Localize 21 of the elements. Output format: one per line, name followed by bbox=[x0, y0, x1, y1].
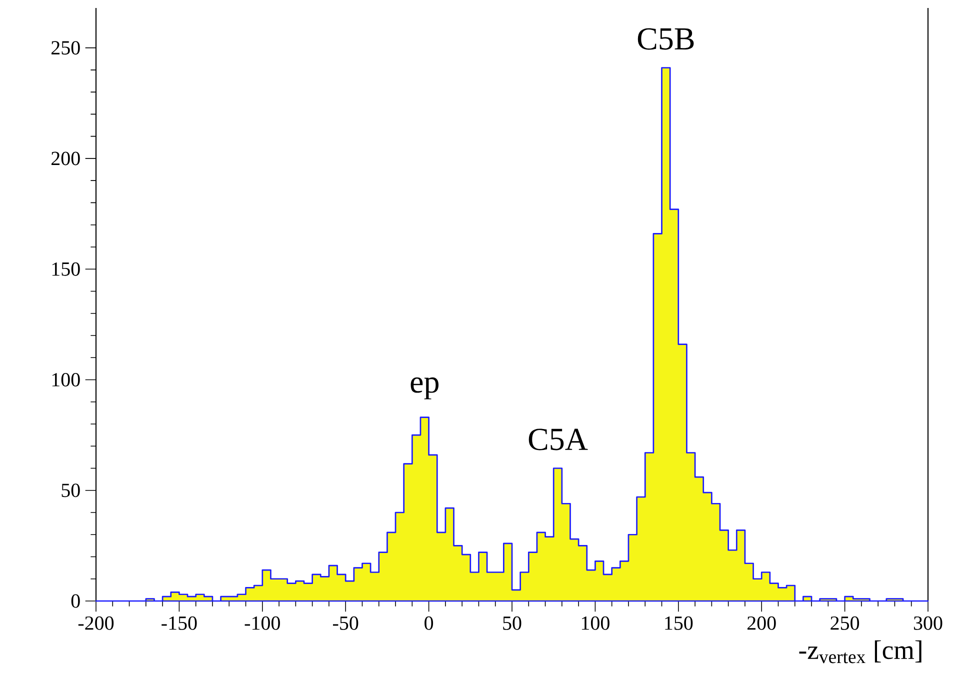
y-tick-label: 200 bbox=[52, 152, 80, 166]
annotation: C5B bbox=[638, 28, 694, 50]
x-tick-label: 100 bbox=[582, 616, 610, 630]
y-tick-label: 250 bbox=[52, 41, 80, 55]
x-axis-title: -z$_{vertex}$ [cm] bbox=[799, 640, 922, 664]
x-tick-label: 150 bbox=[665, 616, 693, 630]
y-tick-label: 150 bbox=[52, 262, 80, 276]
annotation: C5A bbox=[528, 428, 588, 450]
annotation: ep bbox=[410, 377, 438, 400]
x-tick-label: 250 bbox=[830, 616, 860, 630]
x-tick-label: 200 bbox=[747, 616, 776, 630]
x-tick-label: 0 bbox=[424, 616, 434, 630]
x-tick-label: -100 bbox=[244, 616, 280, 630]
x-tick-label: -50 bbox=[333, 616, 358, 630]
x-tick-label: -200 bbox=[78, 616, 114, 630]
y-tick-label: 0 bbox=[71, 594, 80, 608]
y-tick-label: 100 bbox=[52, 372, 80, 386]
y-tick-label: 50 bbox=[62, 484, 80, 498]
x-tick-label: 300 bbox=[914, 616, 942, 630]
x-tick-label: -150 bbox=[162, 616, 197, 630]
x-tick-label: 50 bbox=[503, 616, 522, 630]
